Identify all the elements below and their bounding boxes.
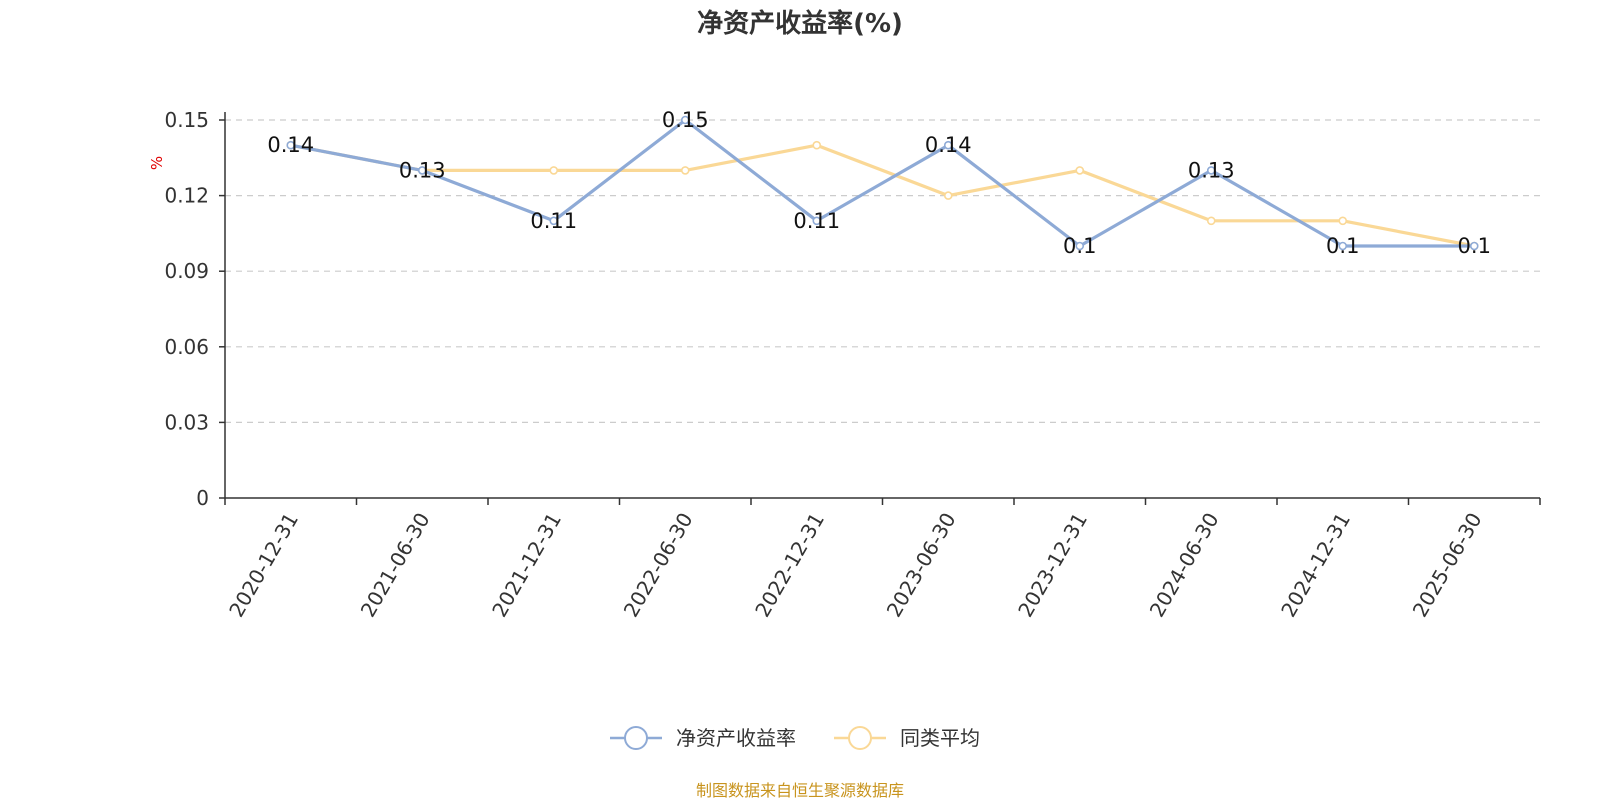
y-axis-unit: % [148, 156, 166, 170]
data-point [549, 166, 559, 175]
data-point [417, 166, 427, 175]
data-label: 0.1 [1326, 234, 1359, 258]
legend-label: 净资产收益率 [676, 726, 796, 750]
data-point [1206, 216, 1216, 226]
data-point [1206, 166, 1216, 175]
x-tick-label: 2024-06-30 [1145, 509, 1224, 622]
data-point [1075, 241, 1085, 251]
data-point [286, 140, 296, 150]
data-label: 0.13 [1188, 158, 1235, 182]
x-tick-label: 2024-12-31 [1276, 509, 1355, 622]
data-labels: 0.14 0.13 0.11 0.15 0.11 0.14 0.1 0.13 0.1 0.1 [267, 108, 1491, 258]
y-tick-label: 0.03 [164, 410, 209, 434]
legend-item[interactable]: 净资产收益率 [610, 726, 796, 750]
chart-title: 净资产收益率(%) [697, 8, 903, 39]
x-tick-label: 2022-12-31 [750, 509, 829, 622]
x-tick-label: 2023-06-30 [882, 509, 961, 622]
legend-marker-icon [848, 726, 872, 750]
legend-marker-icon [624, 726, 648, 750]
data-point [812, 216, 822, 226]
data-point [1075, 166, 1085, 175]
y-tick-label: 0 [196, 486, 209, 510]
legend-label: 同类平均 [900, 726, 980, 750]
data-label: 0.1 [1458, 234, 1491, 258]
x-tick-label: 2021-06-30 [356, 509, 435, 622]
x-tick-label: 2021-12-31 [487, 509, 566, 622]
x-tick-label: 2022-06-30 [619, 509, 698, 622]
data-label: 0.15 [662, 108, 709, 132]
y-axis-ticks: 0 0.03 0.06 0.09 0.12 0.15 [164, 108, 225, 510]
series-line [290, 143, 1475, 248]
x-tick-label: 2023-12-31 [1013, 509, 1092, 622]
data-point [812, 140, 822, 150]
data-label: 0.13 [399, 158, 446, 182]
y-tick-label: 0.06 [164, 335, 209, 359]
legend[interactable]: 净资产收益率 同类平均 [610, 726, 980, 750]
data-point [943, 191, 953, 200]
data-source: 制图数据来自恒生聚源数据库 [696, 781, 904, 800]
data-point [680, 115, 690, 125]
series-group [286, 115, 1479, 251]
data-label: 0.14 [925, 133, 972, 157]
legend-item[interactable]: 同类平均 [834, 726, 980, 750]
data-point [1469, 241, 1479, 251]
data-point [1338, 241, 1348, 251]
y-tick-label: 0.12 [164, 184, 209, 208]
data-point [549, 216, 559, 226]
data-label: 0.11 [530, 209, 577, 233]
x-axis-ticks: 2020-12-31 2021-06-30 2021-12-31 2022-06-30… [224, 498, 1541, 622]
data-label: 0.14 [267, 133, 314, 157]
series-line [290, 118, 1475, 248]
data-point [943, 140, 953, 150]
y-tick-label: 0.09 [164, 259, 209, 283]
y-tick-label: 0.15 [164, 108, 209, 132]
x-tick-label: 2025-06-30 [1408, 509, 1487, 622]
data-point [680, 166, 690, 175]
x-tick-label: 2020-12-31 [224, 509, 303, 622]
data-point [1338, 216, 1348, 226]
data-label: 0.11 [793, 209, 840, 233]
data-label: 0.1 [1063, 234, 1096, 258]
